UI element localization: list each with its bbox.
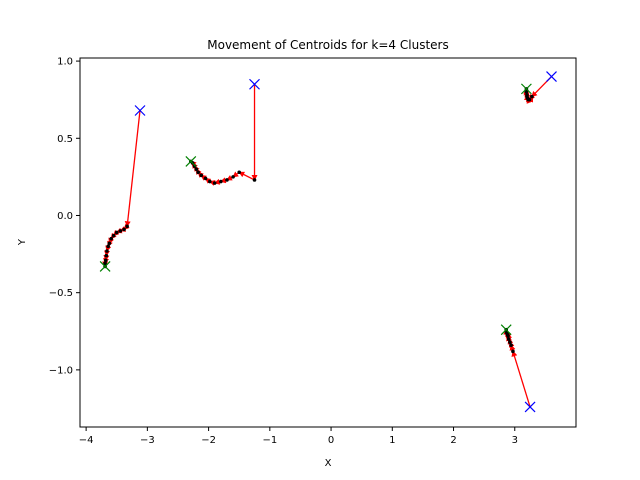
path-arrow <box>238 171 255 181</box>
path-point <box>114 230 119 235</box>
path-point <box>203 176 208 181</box>
final-centroid-marker <box>99 261 111 272</box>
path-point <box>196 170 200 175</box>
path-point <box>122 227 126 232</box>
y-tick-label: 0.0 <box>57 211 73 222</box>
y-tick-label: 0.5 <box>57 134 73 145</box>
path-point <box>525 93 529 97</box>
path-point <box>107 241 112 246</box>
path-point <box>118 229 123 233</box>
centroid-path-3 <box>520 71 557 104</box>
path-point <box>105 249 109 253</box>
x-axis-label: X <box>325 458 332 469</box>
x-tick-label: 0 <box>328 435 334 446</box>
path-point <box>508 340 512 344</box>
path-point <box>208 179 212 184</box>
centroid-path-1 <box>99 105 146 272</box>
path-point <box>530 94 534 99</box>
centroid-path-4 <box>500 324 536 413</box>
centroid-path-2 <box>185 78 260 186</box>
path-point <box>509 343 513 347</box>
initial-centroid-marker <box>134 105 146 116</box>
chart-title: Movement of Centroids for k=4 Clusters <box>207 38 448 52</box>
initial-centroid-marker <box>249 78 260 90</box>
x-axis-ticks: −4 −3 −2 −1 0 1 2 3 <box>79 427 518 446</box>
path-point <box>106 244 110 249</box>
path-point <box>231 175 235 179</box>
path-point <box>219 179 223 184</box>
path-point <box>194 167 199 171</box>
path-point <box>103 258 108 263</box>
x-tick-label: −2 <box>201 435 216 446</box>
path-point <box>506 337 511 341</box>
final-centroid-marker <box>185 156 197 167</box>
path-point <box>125 224 129 229</box>
path-point <box>111 233 116 238</box>
path-point <box>237 170 242 175</box>
y-axis-ticks: −1.0 −0.5 0.0 0.5 1.0 <box>49 57 80 376</box>
path-point <box>103 261 107 266</box>
y-axis-label: Y <box>17 238 28 246</box>
final-centroid-marker <box>500 324 512 336</box>
plot-area <box>99 71 557 413</box>
path-arrow <box>511 350 531 408</box>
path-point <box>109 236 114 241</box>
path-point <box>252 178 257 182</box>
x-tick-label: 3 <box>512 435 518 446</box>
path-point <box>104 253 109 258</box>
plot-frame <box>79 57 577 428</box>
y-tick-label: −1.0 <box>49 365 73 376</box>
path-point <box>212 181 217 185</box>
x-tick-label: 1 <box>389 435 395 446</box>
initial-centroid-marker <box>546 71 557 82</box>
path-point <box>511 349 515 354</box>
initial-centroid-marker <box>524 401 536 413</box>
y-tick-label: 1.0 <box>57 57 73 68</box>
x-tick-label: −1 <box>262 435 277 446</box>
path-point <box>225 178 229 182</box>
y-tick-label: −0.5 <box>49 288 73 299</box>
x-tick-label: −3 <box>140 435 155 446</box>
x-tick-label: 2 <box>450 435 456 446</box>
path-point <box>199 173 204 178</box>
final-centroid-marker <box>520 83 532 95</box>
path-arrow <box>124 110 141 228</box>
x-tick-label: −4 <box>79 435 94 446</box>
